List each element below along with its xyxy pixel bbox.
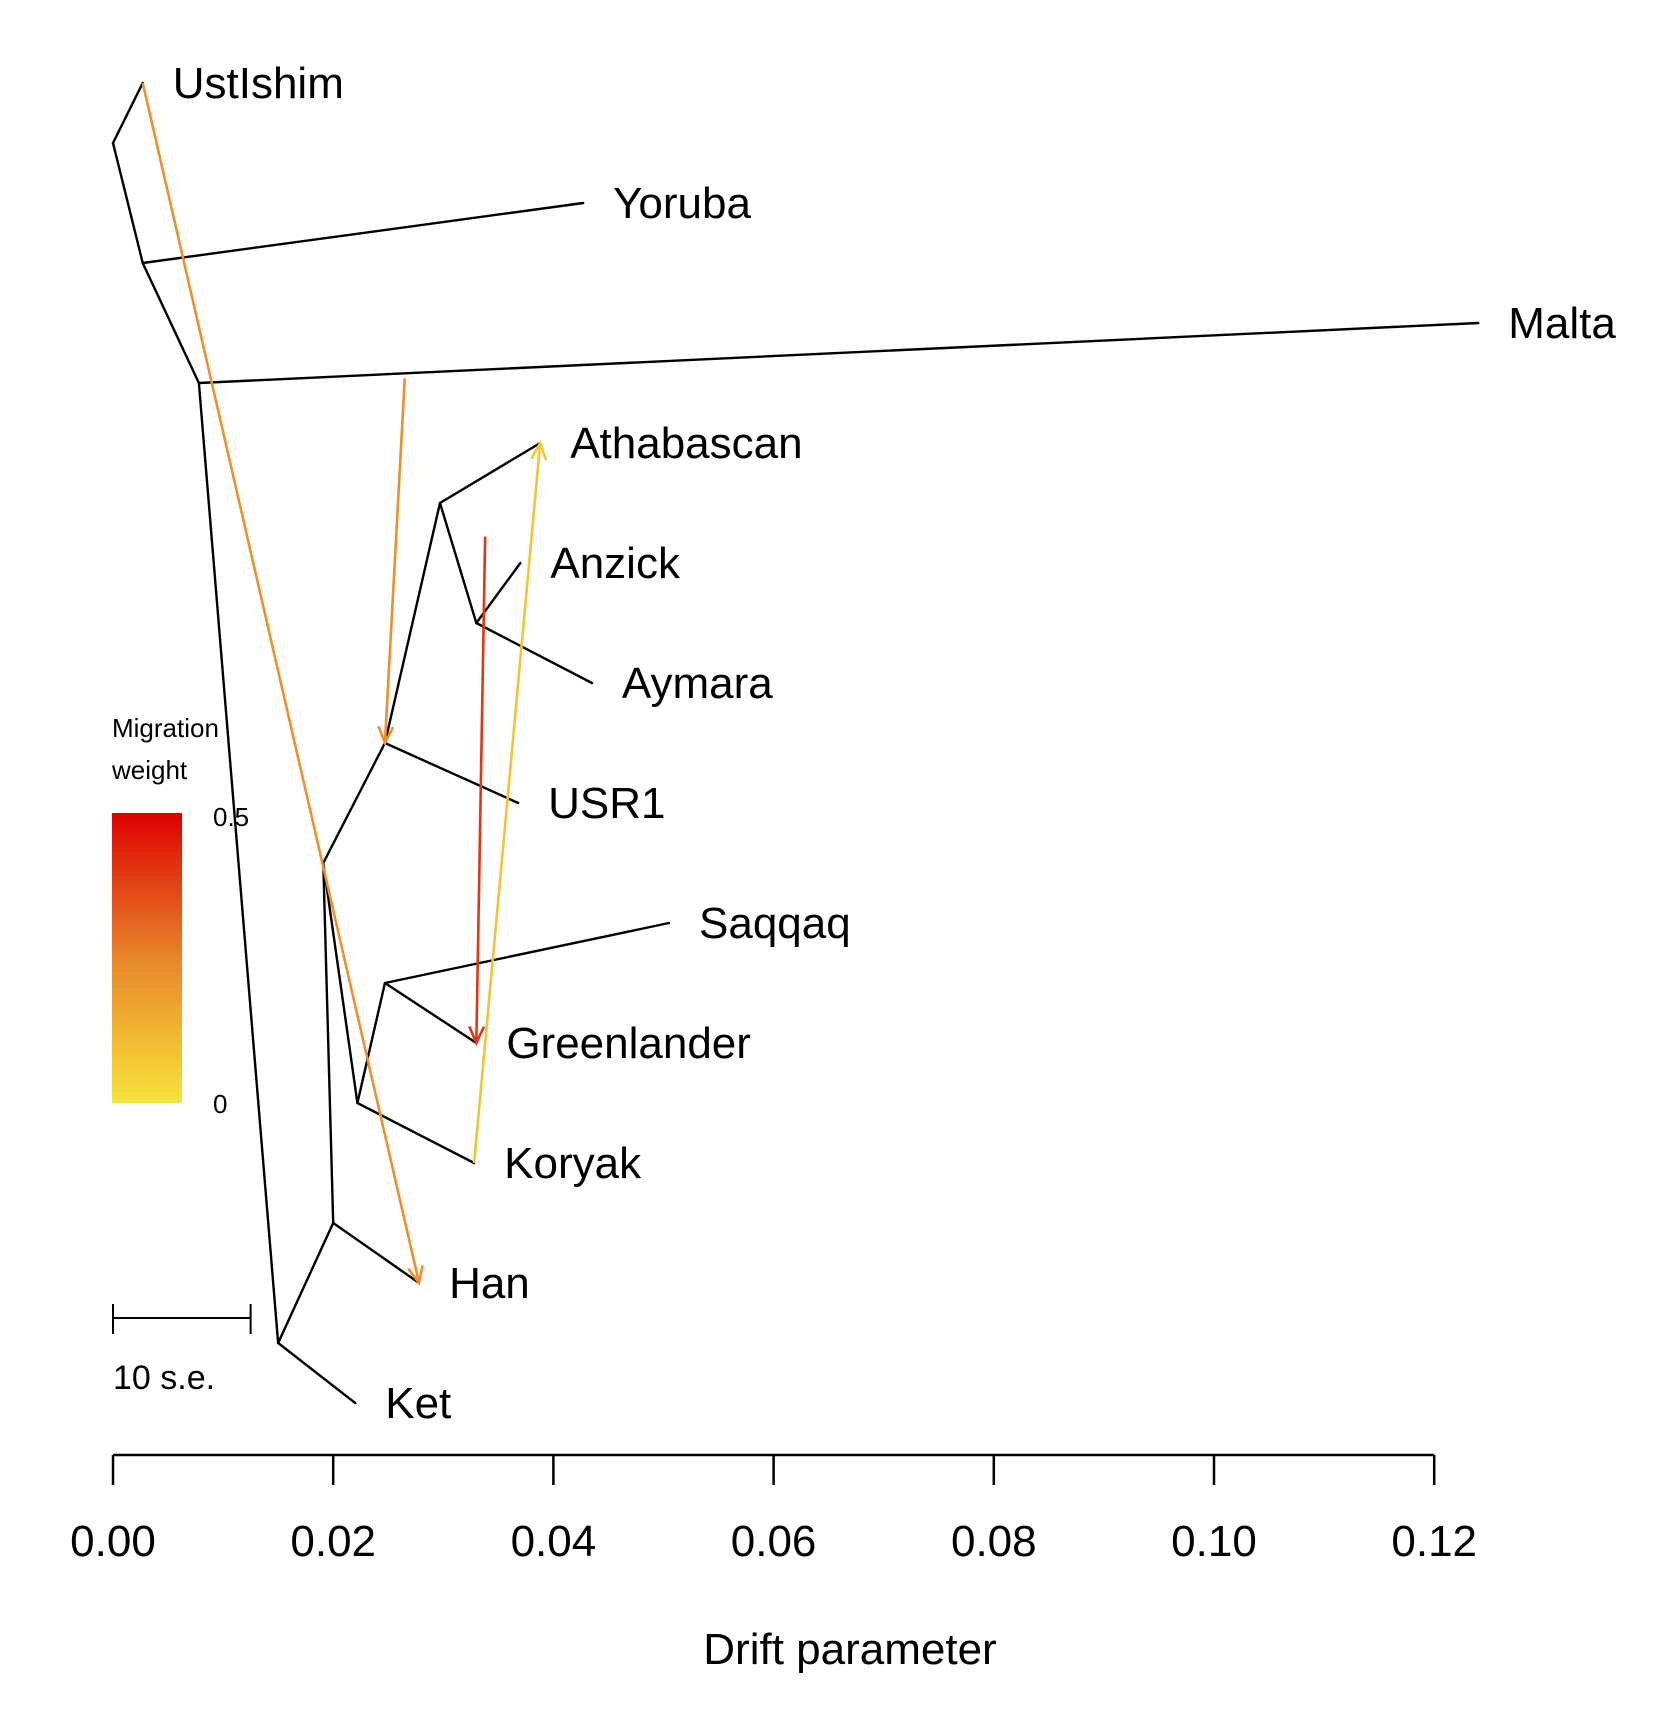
scale-bar-label: 10 s.e. xyxy=(113,1359,215,1397)
x-tick-label: 0.00 xyxy=(70,1517,156,1566)
x-tick-label: 0.06 xyxy=(731,1517,817,1566)
tree-edge-n6-n7 xyxy=(383,501,442,745)
tree-edge-n9-Han xyxy=(332,1221,421,1285)
leaf-label-anzick: Anzick xyxy=(550,539,681,588)
tree-edge-n2-n3 xyxy=(141,261,201,385)
leaf-label-ket: Ket xyxy=(385,1379,451,1428)
x-tick-label: 0.04 xyxy=(511,1517,597,1566)
tree-edge-n1-n2 xyxy=(111,141,144,265)
migration-weight-legend: Migration weight 0.5 0 xyxy=(111,713,249,1119)
x-axis-title: Drift parameter xyxy=(703,1625,996,1674)
tree-edge-n7-Athabascan xyxy=(438,441,542,505)
migration-arrow-3 xyxy=(475,536,487,1044)
leaf-label-han: Han xyxy=(449,1259,530,1308)
legend-max-label: 0.5 xyxy=(213,802,249,832)
tree-edge-n4-n9 xyxy=(276,1221,335,1345)
leaf-label-usr1: USR1 xyxy=(548,779,665,828)
leaf-label-yoruba: Yoruba xyxy=(613,179,751,228)
x-tick-label: 0.02 xyxy=(290,1517,376,1566)
legend-title-line2: weight xyxy=(111,755,188,785)
leaf-label-greenlander: Greenlander xyxy=(506,1019,751,1068)
scale-bar: 10 s.e. xyxy=(112,1304,252,1397)
tree-edge-n1-UstIshim xyxy=(111,81,144,145)
leaf-label-malta: Malta xyxy=(1508,299,1616,348)
tree-edge-n10-Saqqaq xyxy=(383,921,671,985)
legend-min-label: 0 xyxy=(213,1089,227,1119)
tree-edge-n3-n4 xyxy=(197,381,280,1345)
tree-edge-n5-n6 xyxy=(322,741,387,865)
leaf-label-ustishim: UstIshim xyxy=(173,59,344,108)
leaf-labels: UstIshim Yoruba Malta Athabascan Anzick Aymar… xyxy=(173,59,1617,1428)
tree-edge-n2-Yoruba xyxy=(141,201,585,265)
legend-title-line1: Migration xyxy=(112,713,219,743)
x-tick-label: 0.08 xyxy=(951,1517,1037,1566)
migration-arrowhead-3 xyxy=(468,1025,486,1047)
x-tick-label: 0.10 xyxy=(1171,1517,1257,1566)
leaf-label-aymara: Aymara xyxy=(622,659,773,708)
tree-edge-n3-Malta xyxy=(197,321,1480,385)
migration-arrow-4 xyxy=(472,442,542,1164)
tree-edges xyxy=(111,81,1480,1405)
legend-color-bar xyxy=(112,813,182,1103)
tree-edge-n11-n10 xyxy=(356,981,387,1105)
tree-edge-n8-Aymara xyxy=(475,621,594,685)
tree-edge-n6-USR1 xyxy=(383,741,520,805)
x-tick-label: 0.12 xyxy=(1391,1517,1477,1566)
leaf-label-athabascan: Athabascan xyxy=(570,419,802,468)
tree-edge-n4-Ket xyxy=(276,1341,357,1405)
migration-arrowhead-1 xyxy=(407,1265,424,1287)
migration-arrowhead-4 xyxy=(530,439,548,461)
leaf-label-saqqaq: Saqqaq xyxy=(699,899,851,948)
tree-edge-n7-n8 xyxy=(438,501,478,625)
migration-arrow-1 xyxy=(141,82,421,1284)
tree-edge-n5-n11 xyxy=(322,861,359,1105)
tree-edge-n10-Greenlander xyxy=(383,981,478,1045)
tree-edge-n11-Koryak xyxy=(356,1101,476,1165)
x-axis: 0.00 0.02 0.04 0.06 0.08 0.10 0.12 xyxy=(70,1453,1477,1566)
migration-arrowhead-2 xyxy=(377,725,395,747)
migration-arrows xyxy=(141,82,548,1287)
migration-arrow-2 xyxy=(383,378,407,744)
tree-edge-n9-n5 xyxy=(322,861,335,1225)
leaf-label-koryak: Koryak xyxy=(504,1139,642,1188)
